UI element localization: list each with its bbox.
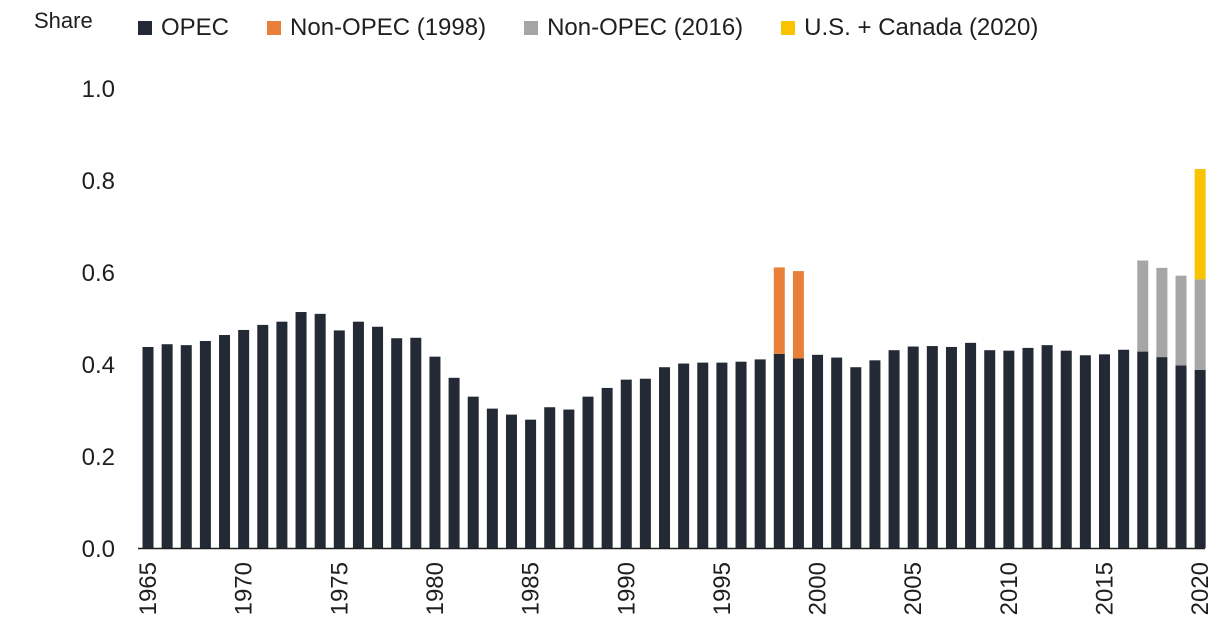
bar-opec-1997 [754,359,766,548]
bar-opec-1985 [525,419,537,548]
y-axis-title: Share [34,8,93,33]
y-tick-label: 0.0 [82,536,115,563]
bar-opec-2007 [945,346,957,548]
x-tick-label: 2005 [900,562,927,615]
legend: OPEC Non-OPEC (1998) Non-OPEC (2016) U.S… [138,14,1076,42]
legend-swatch-opec [138,21,152,35]
x-tick-label: 2010 [996,562,1023,615]
bar-opec-1982 [467,396,479,548]
bar-opec-2012 [1041,345,1053,548]
bar-opec-1973 [295,312,307,548]
x-tick-label: 1965 [135,562,162,615]
bar-opec-1981 [448,377,460,548]
bar-opec-2020 [1194,369,1206,548]
y-tick-label: 0.6 [82,260,115,287]
bar-opec-1976 [352,321,364,548]
legend-label-non-opec-2016: Non-OPEC (2016) [547,14,744,41]
x-tick-label: 1975 [326,562,353,615]
bar-opec-1965 [142,346,154,548]
legend-item-non-opec-1998: Non-OPEC (1998) [267,14,486,42]
bar-opec-2017 [1137,351,1149,548]
bar-opec-1987 [563,409,575,548]
y-tick-label: 0.8 [82,168,115,195]
bar-opec-2000 [812,354,824,548]
legend-item-us-canada-2020: U.S. + Canada (2020) [781,14,1038,42]
bar-non-opec-2016-2019 [1175,275,1187,366]
bar-opec-1992 [659,367,671,548]
bar-non-opec-2016-2020 [1194,279,1206,370]
bar-opec-1979 [410,337,422,548]
bar-opec-1989 [601,387,613,548]
legend-item-opec: OPEC [138,14,229,42]
bar-opec-2006 [926,346,938,548]
x-tick-label: 1970 [231,562,258,615]
bar-opec-1991 [639,378,651,548]
bar-opec-1974 [314,313,326,548]
bar-opec-1969 [219,335,231,548]
bar-opec-1998 [773,353,785,548]
y-tick-label: 1.0 [82,76,115,103]
x-tick-label: 1995 [709,562,736,615]
bar-non-opec-1998-1998 [773,267,785,354]
bar-opec-1995 [716,362,728,548]
bar-opec-1977 [372,326,384,548]
bar-opec-1967 [180,345,192,548]
bar-opec-1994 [697,362,709,548]
bar-opec-1970 [238,329,250,548]
bar-opec-1968 [199,341,211,548]
bar-opec-1984 [505,414,517,548]
x-tick-label: 1990 [613,562,640,615]
bar-opec-1993 [678,363,690,548]
legend-label-us-canada-2020: U.S. + Canada (2020) [804,14,1039,41]
bar-opec-2008 [965,342,977,548]
bar-opec-1975 [333,330,345,548]
x-tick-label: 2000 [805,562,832,615]
bar-opec-2019 [1175,365,1187,548]
bar-opec-2005 [907,346,919,548]
x-tick-label: 1980 [422,562,449,615]
bar-opec-1983 [486,408,498,548]
bar-opec-2009 [984,350,996,548]
y-tick-label: 0.4 [82,352,115,379]
bar-non-opec-2016-2018 [1156,267,1168,358]
bar-opec-2001 [831,357,843,548]
bar-opec-1990 [620,379,632,548]
bar-opec-2018 [1156,357,1168,548]
bar-non-opec-2016-2017 [1137,260,1149,352]
bar-opec-1972 [276,321,288,548]
bar-opec-2011 [1022,347,1034,548]
bar-opec-1988 [582,396,594,548]
bar-opec-1999 [792,358,804,548]
y-tick-label: 0.2 [82,444,115,471]
bar-opec-1966 [161,344,173,548]
legend-item-non-opec-2016: Non-OPEC (2016) [524,14,743,42]
bar-opec-1971 [257,324,269,548]
bar-non-opec-1998-1999 [792,271,804,359]
bar-opec-2003 [869,360,881,548]
x-tick-label: 1985 [518,562,545,615]
bar-opec-2016 [1118,349,1130,548]
legend-swatch-us-canada-2020 [781,21,796,35]
bar-opec-1978 [391,338,403,548]
bar-opec-2010 [1003,350,1015,548]
bar-u-s-canada-2020-2020 [1194,168,1206,280]
bar-opec-1986 [544,407,556,548]
bar-opec-2002 [850,367,862,548]
legend-swatch-non-opec-1998 [267,21,282,35]
bar-opec-2014 [1079,355,1091,548]
bar-opec-2015 [1099,354,1110,548]
bar-opec-1996 [735,361,747,548]
legend-label-non-opec-1998: Non-OPEC (1998) [290,14,487,41]
x-tick-label: 2020 [1187,562,1214,615]
legend-swatch-non-opec-2016 [524,21,539,35]
bar-opec-2013 [1060,350,1072,548]
legend-label-opec: OPEC [161,14,230,41]
bar-opec-2004 [888,350,900,548]
bar-opec-1980 [429,356,441,548]
x-tick-label: 2015 [1092,562,1119,615]
